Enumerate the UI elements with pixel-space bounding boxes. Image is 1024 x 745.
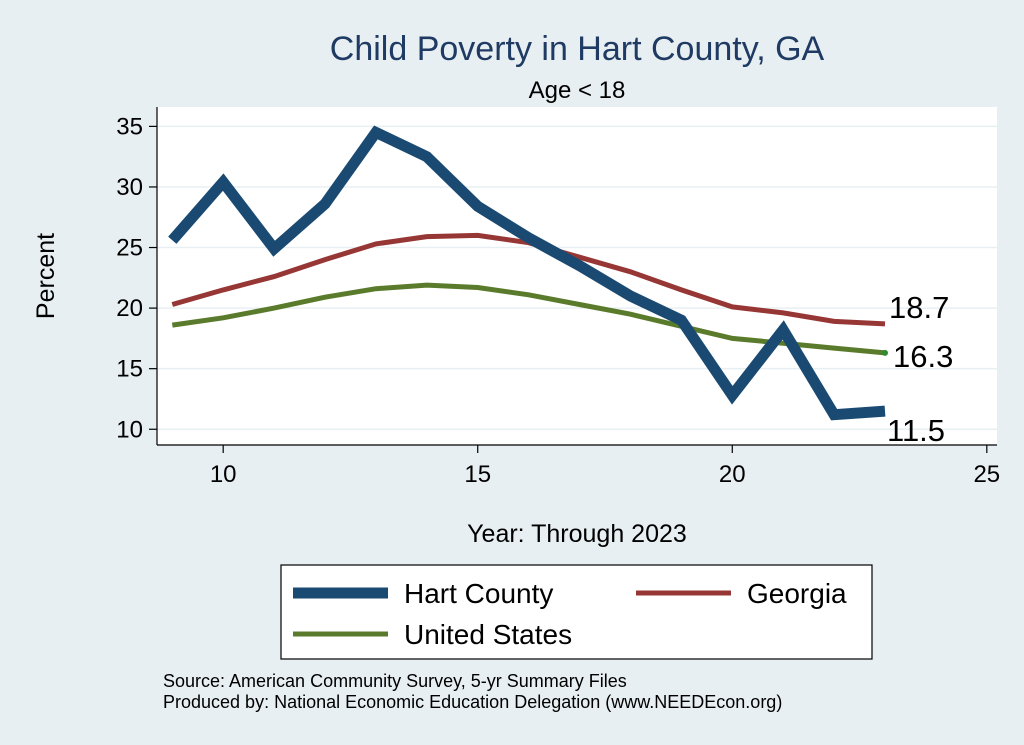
x-axis-label: Year: Through 2023	[467, 520, 687, 548]
x-tick-label: 15	[464, 461, 491, 488]
end-marker	[882, 349, 888, 356]
legend-box	[280, 564, 873, 660]
chart-title: Child Poverty in Hart County, GA	[330, 30, 825, 68]
y-axis-label: Percent	[32, 233, 60, 319]
x-tick-label: 10	[210, 461, 237, 488]
x-tick-label: 25	[973, 461, 1000, 488]
end-label-united-states: 16.3	[893, 339, 953, 374]
y-tick-label: 15	[116, 356, 143, 383]
legend-label: Hart County	[404, 578, 553, 609]
y-tick-label: 10	[116, 416, 143, 443]
series-line-united-states	[171, 282, 886, 356]
y-tick-label: 30	[116, 174, 143, 201]
series-group	[168, 125, 886, 421]
legend-label: Georgia	[747, 578, 847, 609]
end-label-hart-county: 11.5	[887, 413, 945, 448]
source-line: Source: American Community Survey, 5-yr …	[163, 671, 627, 691]
chart-subtitle: Age < 18	[529, 77, 626, 104]
y-tick-label: 25	[116, 235, 143, 262]
series-line-hart-county	[168, 125, 886, 421]
y-tick-label: 20	[116, 295, 143, 322]
x-tick-label: 20	[719, 461, 746, 488]
end-label-georgia: 18.7	[889, 290, 949, 325]
end-labels: 11.5 18.7 16.3	[882, 290, 953, 448]
legend: Hart County Georgia United States	[293, 578, 847, 650]
legend-label: United States	[404, 619, 572, 650]
y-axis-ticks: 10 15 20 25 30 35	[116, 113, 157, 443]
x-axis-ticks: 10 15 20 25	[210, 445, 1000, 488]
y-tick-label: 35	[116, 113, 143, 140]
gridlines	[157, 125, 997, 431]
plot-area	[157, 107, 997, 445]
produced-by-line: Produced by: National Economic Education…	[163, 692, 782, 712]
